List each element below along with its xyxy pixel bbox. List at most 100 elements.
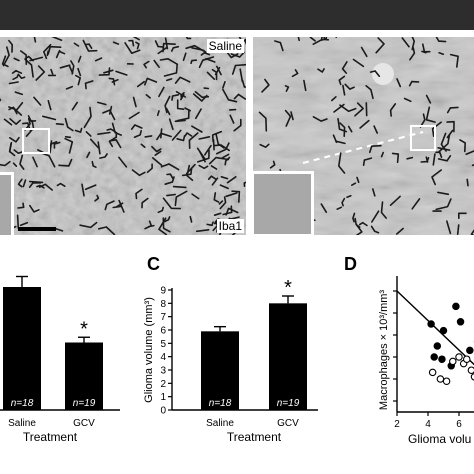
microglia-cell [425,94,432,104]
microglia-cell [222,88,238,103]
microglia-cell [339,122,346,137]
microglia-cell [338,75,346,86]
microglia-cell [231,63,246,75]
microglia-cell [165,107,171,116]
bar [201,331,239,410]
microglia-cell [156,132,172,141]
microglia-cell [29,204,40,213]
microglia-cell [359,119,370,129]
microglia-cell [204,144,212,156]
microglia-cell [94,57,103,62]
y-tick-label: 6 [160,326,166,337]
microglia-cell [154,40,164,48]
microglia-cell [339,104,357,113]
microglia-cell [198,136,211,140]
microglia-cell [191,125,203,133]
microglia-cell [145,94,151,99]
scatter-point-open [436,375,445,383]
y-tick-label: 9 [160,286,166,297]
microglia-cell [9,118,22,125]
microglia-cell [320,203,328,213]
microglia-cell [342,84,346,96]
microglia-cell [284,85,290,92]
y-tick-label: 3 [160,366,166,377]
microglia-cell [331,96,337,102]
microglia-cell [406,156,414,160]
microglia-cell [154,150,162,156]
micrograph-saline: Saline Iba1 [0,37,246,235]
x-axis-label: Glioma volu [408,432,471,446]
microglia-cell [309,37,316,42]
microglia-cell [50,68,54,75]
microglia-cell [184,107,192,112]
microglia-cell [182,52,187,62]
y-tick-label: 5 [160,339,166,350]
microglia-cell [65,85,74,90]
chart-c: 0 1 2 3 4 5 6 7 8 9 Glioma volume (mm³) n=18 Saline n… [143,277,318,444]
microglia-cell [94,194,100,202]
microglia-cell [369,144,382,154]
microglia-cell [162,197,181,210]
microglia-cell [19,154,25,170]
microglia-cell [64,117,74,132]
microglia-cell [446,220,452,235]
microglia-cell [28,182,42,188]
microglia-cell [82,39,98,52]
microglia-cell [351,182,357,186]
microglia-cell [437,155,452,162]
microglia-cell [218,200,224,205]
microglia-cell [401,37,410,48]
x-tick-label: 2 [394,419,400,430]
microglia-cell [446,106,459,114]
microglia-cell [124,42,141,54]
n-label: n=18 [11,398,34,409]
y-tick-label: 8 [160,299,166,310]
scatter-point-open [467,366,474,374]
microglia-cell [396,78,402,88]
microglia-cell [151,145,162,153]
scatter-point-filled [433,342,442,350]
microglia-cell [226,176,237,184]
microglia-cell [222,205,233,216]
microglia-cell [362,157,373,166]
microglia-cell [19,221,29,227]
microglia-cell [243,181,246,187]
microglia-cell [409,47,416,61]
microglia-cell [132,37,140,41]
microglia-cell [175,90,187,98]
microglia-cell [70,60,75,75]
n-label: n=18 [209,398,232,409]
microglia-cell [188,132,199,149]
microglia-cell [241,79,246,88]
microglia-cell [171,45,180,52]
microglia-cell [128,39,135,47]
microglia-cell [220,176,229,180]
microglia-cell [290,111,294,121]
x-tick-label: GCV [277,418,299,429]
microglia-cell [332,134,338,144]
microglia-cell [391,152,400,164]
microglia-cell [59,50,66,55]
microglia-cell [133,130,142,138]
microglia-cell [24,58,34,78]
inset-frame-left [0,172,14,235]
microglia-cell [389,103,397,117]
microglia-cell [231,190,241,203]
microglia-cell [141,197,149,209]
microglia-cell [152,157,163,166]
microglia-cell [156,110,160,117]
microglia-cell [55,123,64,126]
microglia-cell [312,37,323,45]
microglia-cell [13,57,20,62]
condition-label: Saline [206,39,244,53]
microglia-cell [64,136,72,139]
microglia-cell [195,108,202,120]
scatter-point-open [428,368,437,377]
microglia-cell [369,70,381,77]
microglia-cell [2,46,10,67]
microglia-cell [411,37,415,51]
microglia-cell [144,135,153,138]
microglia-cell [130,124,143,130]
chart-b: n=18 Saline n=19 GCV * Treatment [0,275,120,444]
microglia-cell [360,46,368,58]
